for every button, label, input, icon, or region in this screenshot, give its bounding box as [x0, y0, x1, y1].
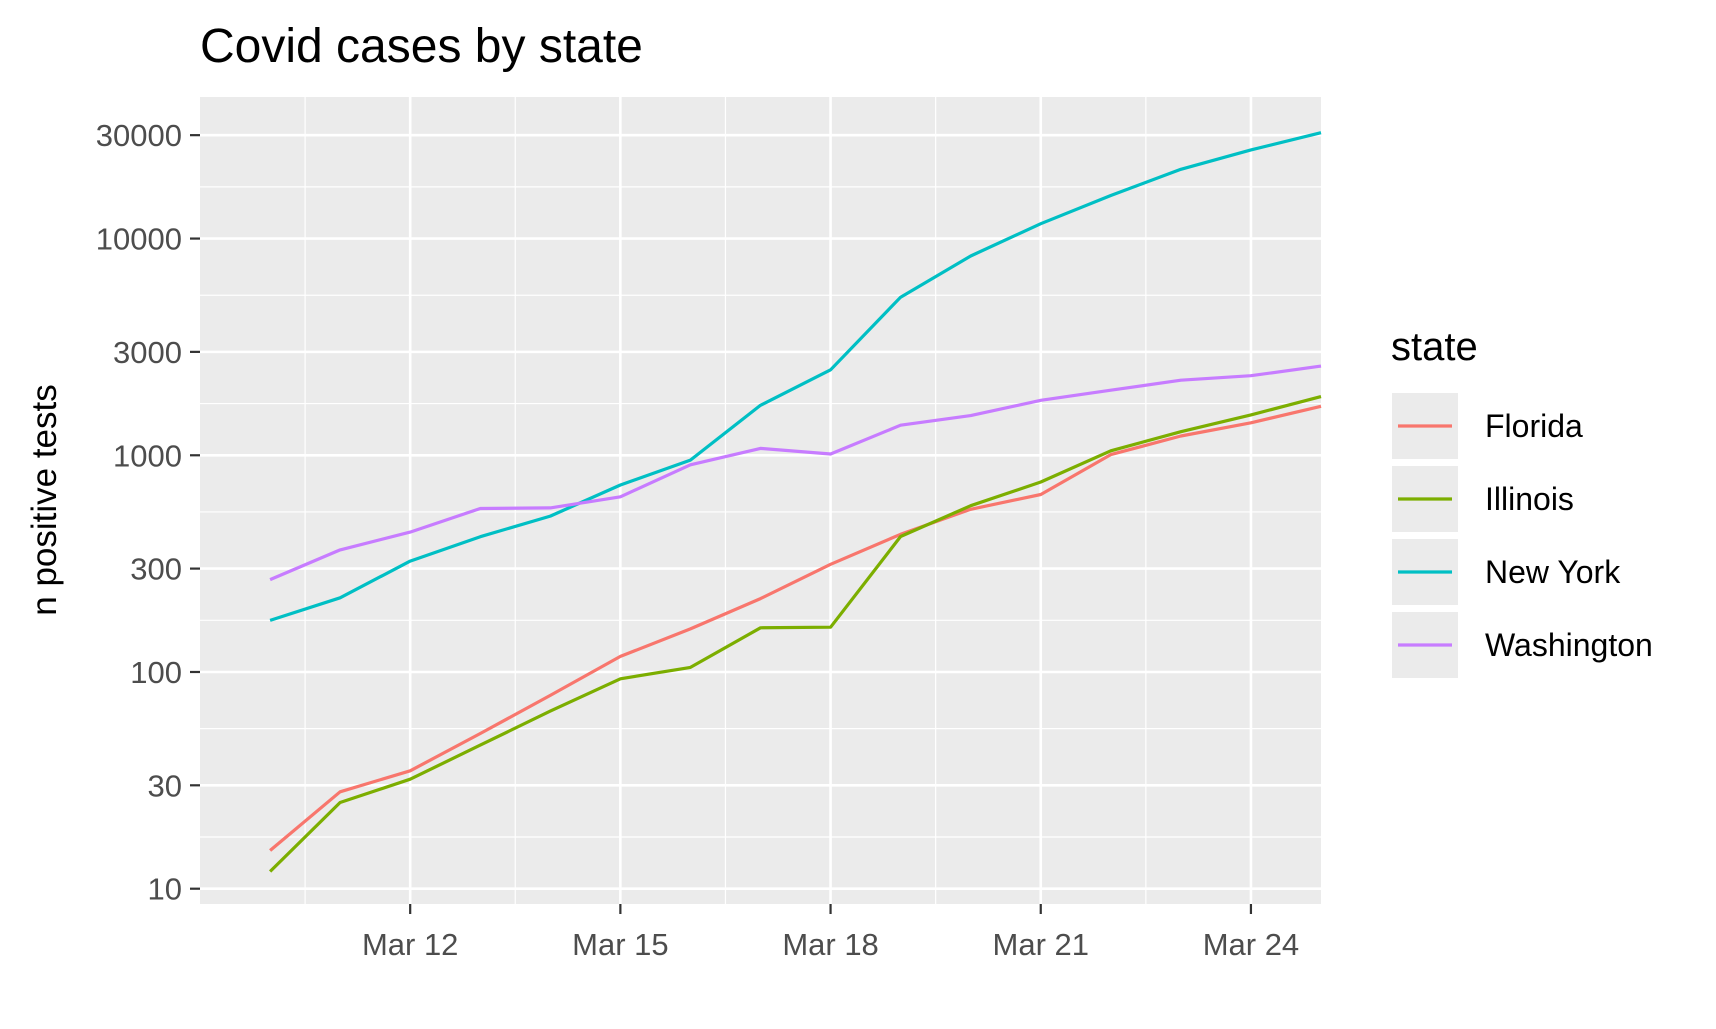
y-tick-label: 30000	[96, 118, 182, 153]
major-gridlines	[200, 97, 1321, 904]
chart-title: Covid cases by state	[200, 20, 643, 73]
legend-label-new-york: New York	[1485, 554, 1621, 590]
y-tick-label: 100	[130, 655, 182, 690]
legend-label-florida: Florida	[1485, 408, 1583, 444]
y-axis-label: n positive tests	[25, 384, 64, 616]
legend-label-illinois: Illinois	[1485, 481, 1574, 517]
x-tick-label: Mar 12	[362, 927, 458, 962]
y-tick-label: 1000	[113, 438, 182, 473]
series-line-illinois	[268, 395, 1322, 873]
y-tick-label: 30	[148, 768, 182, 803]
y-axis: 10 30 100 300 1000 3000 10000 30000	[96, 118, 200, 907]
y-tick-label: 300	[130, 552, 182, 587]
y-tick-label: 10000	[96, 222, 182, 257]
series-line-new-york	[269, 131, 1322, 622]
x-axis: Mar 12 Mar 15 Mar 18 Mar 21 Mar 24	[362, 904, 1299, 962]
legend: state Florida Illinois New York Washington	[1391, 325, 1653, 678]
x-tick-label: Mar 24	[1203, 927, 1299, 962]
y-tick-label: 3000	[113, 335, 182, 370]
legend-label-washington: Washington	[1485, 627, 1653, 663]
y-tick-label: 10	[148, 872, 182, 907]
series-line-florida	[269, 404, 1322, 852]
x-tick-label: Mar 15	[572, 927, 668, 962]
series-lines	[268, 131, 1322, 873]
plot-panel	[200, 97, 1321, 904]
x-tick-label: Mar 21	[993, 927, 1089, 962]
legend-title: state	[1391, 325, 1478, 369]
minor-gridlines	[200, 97, 1321, 904]
x-tick-label: Mar 18	[782, 927, 878, 962]
series-line-washington	[269, 364, 1322, 582]
